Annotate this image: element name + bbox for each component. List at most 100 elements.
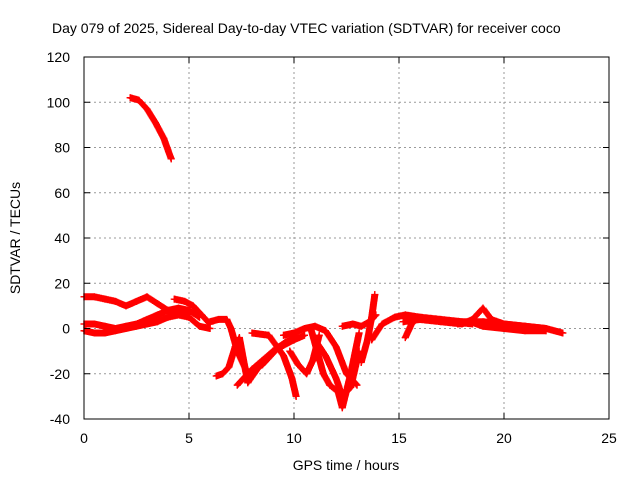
data-point (206, 318, 214, 326)
data-point (154, 311, 161, 319)
data-point (135, 96, 143, 104)
y-tick-label: 20 (54, 275, 70, 291)
data-point (479, 304, 487, 312)
data-point (126, 94, 134, 102)
x-axis-label: GPS time / hours (293, 457, 400, 473)
data-point (280, 352, 287, 360)
data-point (301, 325, 308, 332)
data-point (175, 311, 182, 319)
data-point (368, 313, 376, 321)
data-point (248, 365, 256, 373)
x-tick-label: 0 (80, 430, 88, 446)
data-point (401, 334, 409, 342)
data-point (160, 134, 168, 142)
data-point (487, 315, 495, 323)
y-tick-label: 0 (62, 321, 70, 337)
data-point (214, 315, 222, 323)
data-point (368, 336, 376, 344)
data-point (521, 327, 529, 335)
data-point (164, 306, 172, 314)
data-point (101, 329, 109, 337)
axis-ticks: 0 5 10 15 20 25 -40 -20 0 20 40 60 80 100 120 (47, 49, 617, 446)
data-point (101, 322, 109, 330)
data-point (185, 313, 193, 321)
data-point (414, 313, 422, 321)
data-point (225, 363, 233, 371)
data-point (401, 311, 409, 319)
y-tick-label: 120 (47, 49, 71, 65)
data-point (357, 322, 365, 330)
data-point (143, 320, 151, 328)
data-point (303, 370, 311, 378)
data-point (332, 343, 340, 351)
data-point (311, 336, 319, 344)
y-tick-label: -40 (50, 411, 70, 427)
data-point (231, 343, 239, 351)
series-track-m (311, 336, 363, 400)
data-point (326, 381, 334, 389)
data-point (280, 331, 287, 339)
data-point (143, 105, 151, 113)
data-point (315, 331, 323, 339)
data-point (479, 322, 487, 330)
chart-title: Day 079 of 2025, Sidereal Day-to-day VTE… (52, 20, 561, 36)
data-point (355, 329, 363, 337)
data-point (167, 155, 175, 163)
data-point (189, 302, 197, 310)
series-track-a (126, 94, 175, 163)
series-track-o (357, 291, 379, 366)
x-tick-label: 25 (601, 430, 617, 446)
data-point (292, 392, 300, 400)
data-point (307, 325, 315, 332)
data-point (322, 327, 329, 335)
data-point (319, 370, 327, 378)
data-point (288, 374, 296, 382)
data-point (408, 320, 416, 328)
data-point (286, 347, 294, 355)
data-point (154, 318, 161, 326)
series-points (126, 94, 175, 163)
data-point (378, 320, 386, 328)
data-point (338, 392, 346, 400)
data-point (311, 322, 319, 330)
data-point (294, 361, 302, 369)
data-point (500, 325, 508, 332)
data-point (338, 322, 346, 330)
data-point (227, 325, 235, 332)
data-point (466, 318, 474, 326)
y-axis-label: SDTVAR / TECUs (7, 182, 23, 294)
data-point (332, 374, 340, 382)
data-point (133, 322, 140, 330)
data-point (198, 311, 206, 319)
data-point (290, 329, 298, 337)
data-point (233, 381, 241, 389)
y-tick-label: -20 (50, 366, 70, 382)
data-point (175, 304, 182, 312)
data-point (244, 379, 252, 387)
data-point (338, 404, 346, 412)
data-point (265, 331, 273, 339)
x-tick-label: 5 (185, 430, 193, 446)
data-point (309, 356, 317, 364)
data-point (101, 295, 109, 303)
y-tick-label: 100 (47, 94, 71, 110)
data-point (133, 297, 140, 305)
data-point (349, 320, 357, 328)
data-point (559, 329, 567, 337)
data-point (112, 327, 119, 335)
y-tick-label: 40 (54, 230, 70, 246)
data-point (223, 315, 231, 323)
data-point (212, 372, 220, 380)
series-track-i (248, 329, 300, 400)
data-point (181, 297, 189, 305)
series-track-j (286, 331, 323, 378)
data-point (269, 347, 277, 355)
data-point (391, 313, 399, 321)
data-point (91, 320, 98, 328)
data-point (371, 291, 379, 299)
data-point (322, 352, 329, 360)
data-point (427, 315, 434, 323)
data-point (454, 320, 462, 328)
data-point (290, 336, 298, 344)
